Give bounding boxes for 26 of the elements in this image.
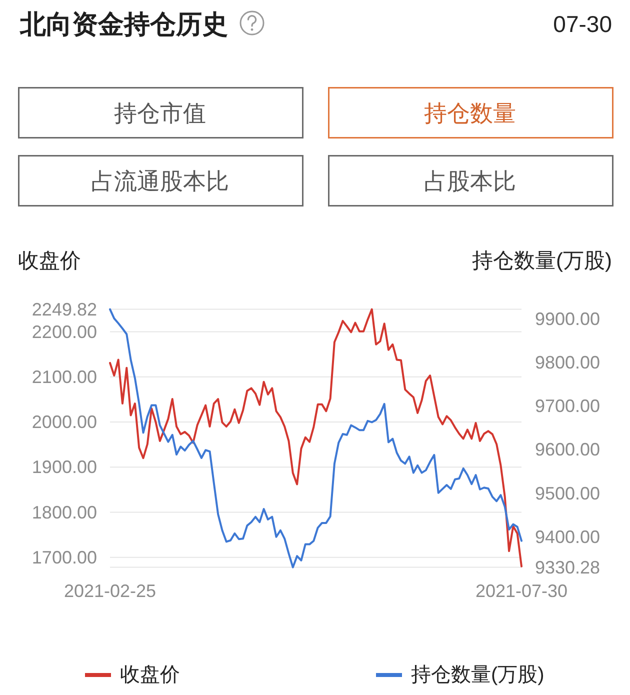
button: 持仓市值 — [18, 87, 304, 138]
button: 持仓数量 — [328, 87, 614, 138]
y-tick-label: 2000.00 — [32, 412, 97, 432]
y-tick-label: 1800.00 — [32, 502, 97, 522]
y-tick-label: 1900.00 — [32, 457, 97, 478]
button: 占股本比 — [328, 155, 614, 206]
y2-tick-label: 9800.00 — [535, 352, 600, 372]
y2-tick-label: 9900.00 — [535, 308, 600, 329]
legend-label: 持仓数量(万股) — [411, 664, 544, 686]
y2-axis-title: 持仓数量(万股) — [472, 250, 612, 272]
y2-tick-label: 9600.00 — [535, 440, 600, 460]
legend-label: 收盘价 — [120, 664, 180, 686]
y2-tick-label: 9330.28 — [535, 557, 600, 578]
x-tick-label: 2021-07-30 — [475, 581, 568, 601]
text: 北向资金持仓历史 — [19, 9, 228, 39]
y-tick-label: 2100.00 — [32, 366, 97, 387]
y-tick-label: 2249.82 — [32, 299, 97, 320]
y2-tick-label: 9700.00 — [535, 396, 600, 416]
button: 占流通股本比 — [18, 155, 304, 206]
y-tick-label: 2200.00 — [32, 322, 97, 342]
text: 07-30 — [553, 11, 612, 37]
y-tick-label: 1700.00 — [32, 547, 97, 568]
y-axis-title: 收盘价 — [18, 250, 81, 272]
y2-tick-label: 9400.00 — [535, 526, 600, 547]
y2-tick-label: 9500.00 — [535, 483, 600, 504]
x-tick-label: 2021-02-25 — [64, 581, 156, 601]
